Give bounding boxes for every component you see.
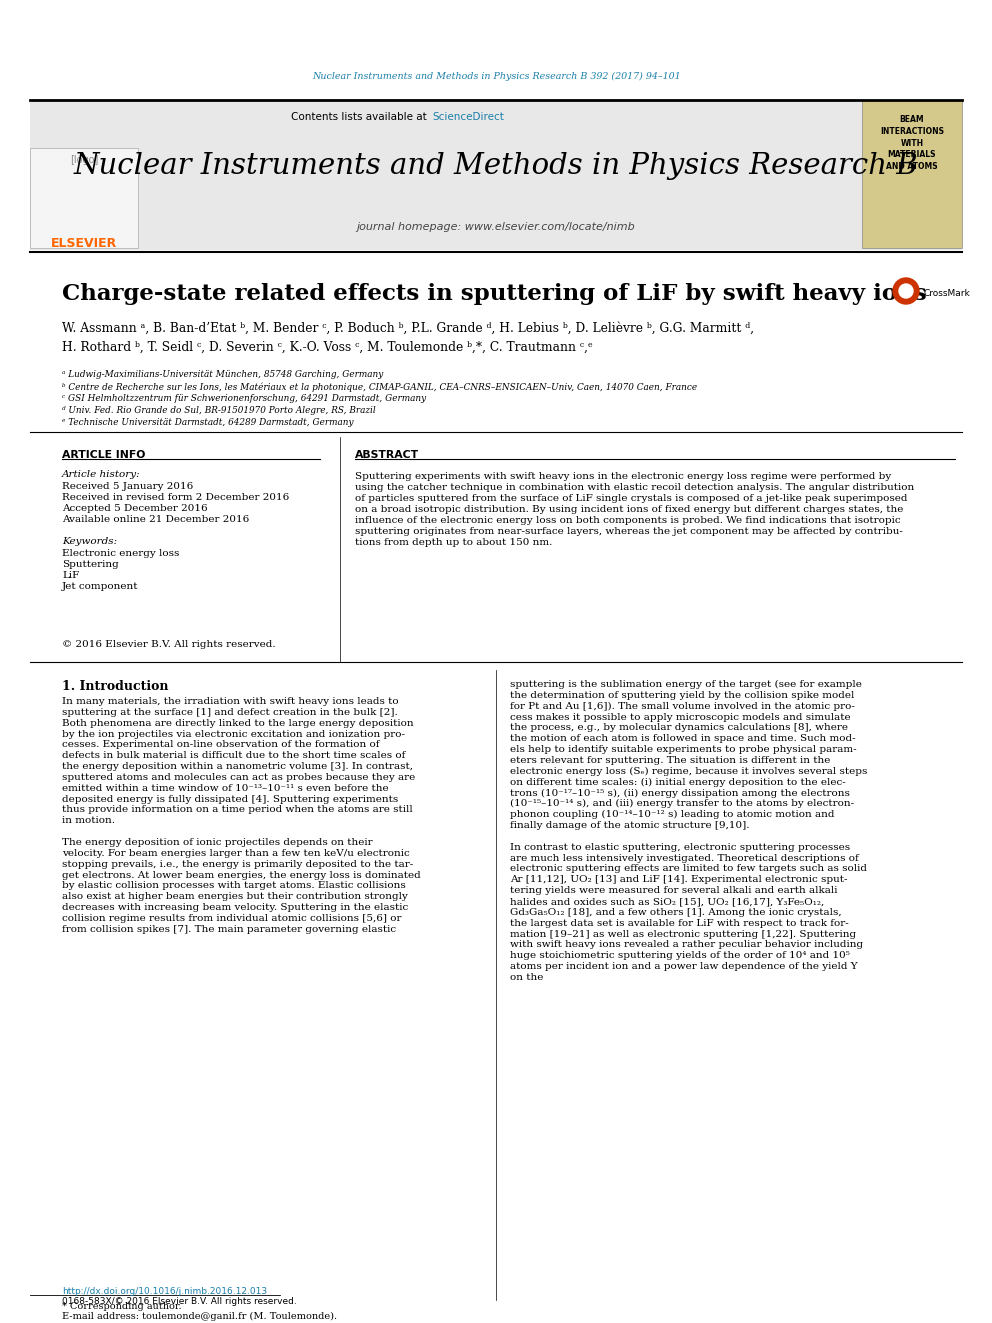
Text: decreases with increasing beam velocity. Sputtering in the elastic: decreases with increasing beam velocity.…: [62, 904, 409, 912]
Text: http://dx.doi.org/10.1016/j.nimb.2016.12.013: http://dx.doi.org/10.1016/j.nimb.2016.12…: [62, 1287, 267, 1297]
Text: (10⁻¹⁵–10⁻¹⁴ s), and (iii) energy transfer to the atoms by electron-: (10⁻¹⁵–10⁻¹⁴ s), and (iii) energy transf…: [510, 799, 854, 808]
Text: cesses. Experimental on-line observation of the formation of: cesses. Experimental on-line observation…: [62, 741, 380, 749]
Text: sputtering originates from near-surface layers, whereas the jet component may be: sputtering originates from near-surface …: [355, 527, 903, 536]
Text: Contents lists available at: Contents lists available at: [291, 112, 430, 122]
Text: Available online 21 December 2016: Available online 21 December 2016: [62, 515, 249, 524]
Text: by elastic collision processes with target atoms. Elastic collisions: by elastic collision processes with targ…: [62, 881, 406, 890]
Text: for Pt and Au [1,6]). The small volume involved in the atomic pro-: for Pt and Au [1,6]). The small volume i…: [510, 701, 855, 710]
Text: © 2016 Elsevier B.V. All rights reserved.: © 2016 Elsevier B.V. All rights reserved…: [62, 640, 276, 650]
Text: Keywords:: Keywords:: [62, 537, 117, 546]
Text: Both phenomena are directly linked to the large energy deposition: Both phenomena are directly linked to th…: [62, 718, 414, 728]
Text: collision regime results from individual atomic collisions [5,6] or: collision regime results from individual…: [62, 914, 402, 923]
Text: sputtered atoms and molecules can act as probes because they are: sputtered atoms and molecules can act as…: [62, 773, 416, 782]
Text: 1. Introduction: 1. Introduction: [62, 680, 169, 693]
Text: Nuclear Instruments and Methods in Physics Research B 392 (2017) 94–101: Nuclear Instruments and Methods in Physi…: [311, 71, 681, 81]
Text: the determination of sputtering yield by the collision spike model: the determination of sputtering yield by…: [510, 691, 854, 700]
Text: The energy deposition of ionic projectiles depends on their: The energy deposition of ionic projectil…: [62, 837, 373, 847]
Text: ScienceDirect: ScienceDirect: [432, 112, 504, 122]
Text: CrossMark: CrossMark: [923, 290, 970, 299]
Text: ARTICLE INFO: ARTICLE INFO: [62, 450, 146, 460]
Text: H. Rothard ᵇ, T. Seidl ᶜ, D. Severin ᶜ, K.-O. Voss ᶜ, M. Toulemonde ᵇ,*, C. Trau: H. Rothard ᵇ, T. Seidl ᶜ, D. Severin ᶜ, …: [62, 341, 593, 355]
Text: ABSTRACT: ABSTRACT: [355, 450, 420, 460]
Text: ᵉ Technische Universität Darmstadt, 64289 Darmstadt, Germany: ᵉ Technische Universität Darmstadt, 6428…: [62, 418, 353, 427]
Text: eters relevant for sputtering. The situation is different in the: eters relevant for sputtering. The situa…: [510, 755, 830, 765]
Text: phonon coupling (10⁻¹⁴–10⁻¹² s) leading to atomic motion and: phonon coupling (10⁻¹⁴–10⁻¹² s) leading …: [510, 810, 834, 819]
Text: get electrons. At lower beam energies, the energy loss is dominated: get electrons. At lower beam energies, t…: [62, 871, 421, 880]
Text: cess makes it possible to apply microscopic models and simulate: cess makes it possible to apply microsco…: [510, 713, 850, 721]
Text: Sputtering experiments with swift heavy ions in the electronic energy loss regim: Sputtering experiments with swift heavy …: [355, 472, 891, 482]
Text: [logo]: [logo]: [69, 155, 98, 165]
Text: the energy deposition within a nanometric volume [3]. In contrast,: the energy deposition within a nanometri…: [62, 762, 413, 771]
Text: on a broad isotropic distribution. By using incident ions of fixed energy but di: on a broad isotropic distribution. By us…: [355, 505, 904, 515]
Text: finally damage of the atomic structure [9,10].: finally damage of the atomic structure […: [510, 822, 750, 830]
Text: stopping prevails, i.e., the energy is primarily deposited to the tar-: stopping prevails, i.e., the energy is p…: [62, 860, 414, 869]
Text: sputtering at the surface [1] and defect creation in the bulk [2].: sputtering at the surface [1] and defect…: [62, 708, 398, 717]
Text: thus provide information on a time period when the atoms are still: thus provide information on a time perio…: [62, 806, 413, 815]
Text: huge stoichiometric sputtering yields of the order of 10⁴ and 10⁵: huge stoichiometric sputtering yields of…: [510, 951, 850, 960]
Text: Received in revised form 2 December 2016: Received in revised form 2 December 2016: [62, 493, 290, 501]
Text: Accepted 5 December 2016: Accepted 5 December 2016: [62, 504, 207, 513]
Text: deposited energy is fully dissipated [4]. Sputtering experiments: deposited energy is fully dissipated [4]…: [62, 795, 398, 803]
Text: on different time scales: (i) initial energy deposition to the elec-: on different time scales: (i) initial en…: [510, 778, 846, 787]
Text: els help to identify suitable experiments to probe physical param-: els help to identify suitable experiment…: [510, 745, 857, 754]
Text: electronic energy loss (Sₑ) regime, because it involves several steps: electronic energy loss (Sₑ) regime, beca…: [510, 767, 867, 775]
Text: with swift heavy ions revealed a rather peculiar behavior including: with swift heavy ions revealed a rather …: [510, 941, 863, 950]
Text: ᵇ Centre de Recherche sur les Ions, les Matériaux et la photonique, CIMAP-GANIL,: ᵇ Centre de Recherche sur les Ions, les …: [62, 382, 697, 392]
Text: Gd₃Ga₅O₁₂ [18], and a few others [1]. Among the ionic crystals,: Gd₃Ga₅O₁₂ [18], and a few others [1]. Am…: [510, 908, 841, 917]
Circle shape: [893, 278, 919, 304]
Text: Received 5 January 2016: Received 5 January 2016: [62, 482, 193, 491]
Text: Ar [11,12], UO₂ [13] and LiF [14]. Experimental electronic sput-: Ar [11,12], UO₂ [13] and LiF [14]. Exper…: [510, 876, 847, 884]
Bar: [30, 148, 138, 247]
Text: the largest data set is available for LiF with respect to track for-: the largest data set is available for Li…: [510, 918, 849, 927]
Text: ᵈ Univ. Fed. Rio Grande do Sul, BR-91501970 Porto Alegre, RS, Brazil: ᵈ Univ. Fed. Rio Grande do Sul, BR-91501…: [62, 406, 376, 415]
Text: In many materials, the irradiation with swift heavy ions leads to: In many materials, the irradiation with …: [62, 697, 399, 706]
Text: defects in bulk material is difficult due to the short time scales of: defects in bulk material is difficult du…: [62, 751, 406, 761]
Text: BEAM
INTERACTIONS
WITH
MATERIALS
AND ATOMS: BEAM INTERACTIONS WITH MATERIALS AND ATO…: [880, 115, 944, 171]
Text: journal homepage: www.elsevier.com/locate/nimb: journal homepage: www.elsevier.com/locat…: [357, 222, 635, 232]
Text: 0168-583X/© 2016 Elsevier B.V. All rights reserved.: 0168-583X/© 2016 Elsevier B.V. All right…: [62, 1297, 297, 1306]
Text: ᵃ Ludwig-Maximilians-Universität München, 85748 Garching, Germany: ᵃ Ludwig-Maximilians-Universität München…: [62, 370, 383, 378]
Text: * Corresponding author.: * Corresponding author.: [62, 1302, 182, 1311]
Bar: [30, 102, 962, 250]
Text: In contrast to elastic sputtering, electronic sputtering processes: In contrast to elastic sputtering, elect…: [510, 843, 850, 852]
Text: on the: on the: [510, 972, 544, 982]
Text: atoms per incident ion and a power law dependence of the yield Y: atoms per incident ion and a power law d…: [510, 962, 858, 971]
Text: sputtering is the sublimation energy of the target (see for example: sputtering is the sublimation energy of …: [510, 680, 862, 689]
Text: W. Assmann ᵃ, B. Ban-d’Etat ᵇ, M. Bender ᶜ, P. Boduch ᵇ, P.L. Grande ᵈ, H. Lebiu: W. Assmann ᵃ, B. Ban-d’Etat ᵇ, M. Bender…: [62, 321, 754, 335]
Text: also exist at higher beam energies but their contribution strongly: also exist at higher beam energies but t…: [62, 892, 408, 901]
Text: Charge-state related effects in sputtering of LiF by swift heavy ions: Charge-state related effects in sputteri…: [62, 283, 927, 306]
Text: electronic sputtering effects are limited to few targets such as solid: electronic sputtering effects are limite…: [510, 864, 867, 873]
Text: halides and oxides such as SiO₂ [15], UO₂ [16,17], Y₃Fe₅O₁₂,: halides and oxides such as SiO₂ [15], UO…: [510, 897, 824, 906]
Text: Nuclear Instruments and Methods in Physics Research B: Nuclear Instruments and Methods in Physi…: [73, 152, 919, 180]
Text: trons (10⁻¹⁷–10⁻¹⁵ s), (ii) energy dissipation among the electrons: trons (10⁻¹⁷–10⁻¹⁵ s), (ii) energy dissi…: [510, 789, 850, 798]
Text: Electronic energy loss: Electronic energy loss: [62, 549, 180, 558]
Text: ELSEVIER: ELSEVIER: [51, 237, 117, 250]
Text: LiF: LiF: [62, 572, 79, 579]
Circle shape: [899, 284, 913, 298]
Text: tions from depth up to about 150 nm.: tions from depth up to about 150 nm.: [355, 538, 553, 546]
Text: in motion.: in motion.: [62, 816, 115, 826]
Text: Sputtering: Sputtering: [62, 560, 119, 569]
Text: ᶜ GSI Helmholtzzentrum für Schwerionenforschung, 64291 Darmstadt, Germany: ᶜ GSI Helmholtzzentrum für Schwerionenfo…: [62, 394, 427, 404]
Bar: [862, 101, 962, 247]
Text: using the catcher technique in combination with elastic recoil detection analysi: using the catcher technique in combinati…: [355, 483, 915, 492]
Text: of particles sputtered from the surface of LiF single crystals is composed of a : of particles sputtered from the surface …: [355, 493, 908, 503]
Text: emitted within a time window of 10⁻¹³–10⁻¹¹ s even before the: emitted within a time window of 10⁻¹³–10…: [62, 783, 389, 792]
Text: by the ion projectiles via electronic excitation and ionization pro-: by the ion projectiles via electronic ex…: [62, 729, 405, 738]
Text: influence of the electronic energy loss on both components is probed. We find in: influence of the electronic energy loss …: [355, 516, 901, 525]
Text: are much less intensively investigated. Theoretical descriptions of: are much less intensively investigated. …: [510, 853, 859, 863]
Text: the motion of each atom is followed in space and time. Such mod-: the motion of each atom is followed in s…: [510, 734, 856, 744]
Text: tering yields were measured for several alkali and earth alkali: tering yields were measured for several …: [510, 886, 837, 896]
Text: Jet component: Jet component: [62, 582, 139, 591]
Text: E-mail address: toulemonde@ganil.fr (M. Toulemonde).: E-mail address: toulemonde@ganil.fr (M. …: [62, 1312, 337, 1322]
Text: Article history:: Article history:: [62, 470, 141, 479]
Text: from collision spikes [7]. The main parameter governing elastic: from collision spikes [7]. The main para…: [62, 925, 396, 934]
Text: velocity. For beam energies larger than a few ten keV/u electronic: velocity. For beam energies larger than …: [62, 849, 410, 857]
Text: mation [19–21] as well as electronic sputtering [1,22]. Sputtering: mation [19–21] as well as electronic spu…: [510, 930, 856, 938]
Text: the process, e.g., by molecular dynamics calculations [8], where: the process, e.g., by molecular dynamics…: [510, 724, 848, 733]
